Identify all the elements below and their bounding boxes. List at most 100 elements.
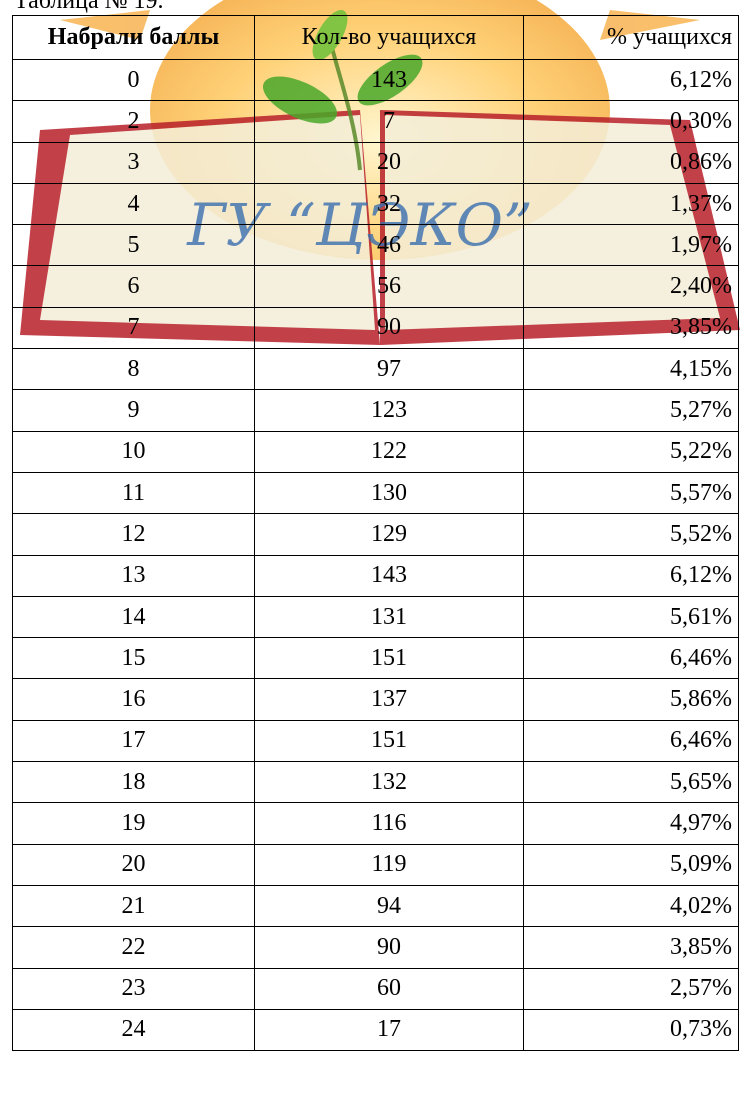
table-cell: 137 <box>254 678 524 721</box>
table-cell: 12 <box>12 513 255 556</box>
table-row: 9 123 5,27% <box>12 389 739 432</box>
table-cell: 2,57% <box>523 967 739 1010</box>
table-cell: 3 <box>12 141 255 184</box>
table-row: 16 137 5,86% <box>12 678 739 721</box>
table-cell: 1,37% <box>523 182 739 226</box>
table-cell: 5 <box>12 224 255 267</box>
table-cell: 16 <box>12 678 255 721</box>
header-cell: Кол-во учащихся <box>254 15 524 60</box>
table-row: 3 20 0,86% <box>12 141 739 184</box>
table-row: 4 32 1,37% <box>12 182 739 226</box>
table-cell: 5,27% <box>523 389 739 432</box>
table-cell: 3,85% <box>523 926 739 969</box>
table-row: 14 131 5,61% <box>12 595 739 639</box>
table-cell: 15 <box>12 637 255 680</box>
table-row: 13 143 6,12% <box>12 554 739 597</box>
header-row: Набрали баллы Кол-во учащихся% учащихся <box>12 15 739 60</box>
table-cell: 90 <box>254 306 524 350</box>
table-cell: 4 <box>12 182 255 226</box>
table-cell: 20 <box>12 843 255 886</box>
table-cell: 5,09% <box>523 843 739 886</box>
table-row: 18 132 5,65% <box>12 761 739 804</box>
table-cell: 10 <box>12 430 255 473</box>
table-row: 12 129 5,52% <box>12 513 739 556</box>
table-row: 6 56 2,40% <box>12 265 739 308</box>
table-cell: 5,57% <box>523 471 739 515</box>
table-row: 19 116 4,97% <box>12 802 739 845</box>
table-cell: 4,15% <box>523 348 739 391</box>
caption: Таблица № 19. <box>14 0 164 14</box>
table-row: 7 90 3,85% <box>12 306 739 350</box>
table-cell: 21 <box>12 884 255 928</box>
table-row: 15 151 6,46% <box>12 637 739 680</box>
table-cell: 13 <box>12 554 255 597</box>
table-cell: 1,97% <box>523 224 739 267</box>
table-cell: 20 <box>254 141 524 184</box>
table-cell: 5,61% <box>523 595 739 639</box>
header-cell: % учащихся <box>523 15 739 60</box>
table-cell: 151 <box>254 719 524 763</box>
table: Набрали баллы Кол-во учащихся% учащихся 0… <box>12 15 739 1052</box>
table-row: 24 17 0,73% <box>12 1008 739 1052</box>
table-cell: 5,52% <box>523 513 739 556</box>
table-cell: 11 <box>12 471 255 515</box>
table-cell: 0,30% <box>523 100 739 143</box>
table-cell: 90 <box>254 926 524 969</box>
table-cell: 97 <box>254 348 524 391</box>
table-cell: 17 <box>12 719 255 763</box>
table-row: 11 130 5,57% <box>12 471 739 515</box>
table-cell: 122 <box>254 430 524 473</box>
header-cell: Набрали баллы <box>12 15 255 60</box>
table-cell: 18 <box>12 761 255 804</box>
table-cell: 0 <box>12 58 255 102</box>
table-cell: 5,22% <box>523 430 739 473</box>
table-row: 2 7 0,30% <box>12 100 739 143</box>
table-cell: 129 <box>254 513 524 556</box>
table-cell: 22 <box>12 926 255 969</box>
table-cell: 0,73% <box>523 1008 739 1052</box>
table-cell: 119 <box>254 843 524 886</box>
table-row: 23 60 2,57% <box>12 967 739 1010</box>
table-cell: 6 <box>12 265 255 308</box>
table-cell: 94 <box>254 884 524 928</box>
table-cell: 14 <box>12 595 255 639</box>
table-cell: 131 <box>254 595 524 639</box>
table-cell: 23 <box>12 967 255 1010</box>
table-cell: 24 <box>12 1008 255 1052</box>
table-row: 17 151 6,46% <box>12 719 739 763</box>
table-cell: 7 <box>12 306 255 350</box>
table-row: 22 90 3,85% <box>12 926 739 969</box>
table-cell: 143 <box>254 58 524 102</box>
table-body: 0 143 6,12% 2 7 0,30% 3 20 0,86% 4 32 1,37% 5 46 1,97%… <box>12 58 739 1052</box>
table-cell: 4,97% <box>523 802 739 845</box>
table-cell: 46 <box>254 224 524 267</box>
table-row: 8 97 4,15% <box>12 348 739 391</box>
table-cell: 2 <box>12 100 255 143</box>
table-cell: 4,02% <box>523 884 739 928</box>
table-cell: 32 <box>254 182 524 226</box>
table-cell: 6,46% <box>523 719 739 763</box>
table-cell: 130 <box>254 471 524 515</box>
table-cell: 9 <box>12 389 255 432</box>
table-cell: 3,85% <box>523 306 739 350</box>
table-cell: 56 <box>254 265 524 308</box>
table-row: 10 122 5,22% <box>12 430 739 473</box>
table-cell: 5,86% <box>523 678 739 721</box>
table-cell: 151 <box>254 637 524 680</box>
table-cell: 6,12% <box>523 554 739 597</box>
table-cell: 7 <box>254 100 524 143</box>
table-cell: 143 <box>254 554 524 597</box>
table-cell: 5,65% <box>523 761 739 804</box>
table-cell: 132 <box>254 761 524 804</box>
table-cell: 123 <box>254 389 524 432</box>
table-cell: 6,12% <box>523 58 739 102</box>
table-row: 20 119 5,09% <box>12 843 739 886</box>
table-cell: 2,40% <box>523 265 739 308</box>
table-row: 0 143 6,12% <box>12 58 739 102</box>
table-cell: 6,46% <box>523 637 739 680</box>
table-cell: 60 <box>254 967 524 1010</box>
table-cell: 0,86% <box>523 141 739 184</box>
table-cell: 8 <box>12 348 255 391</box>
table-cell: 17 <box>254 1008 524 1052</box>
